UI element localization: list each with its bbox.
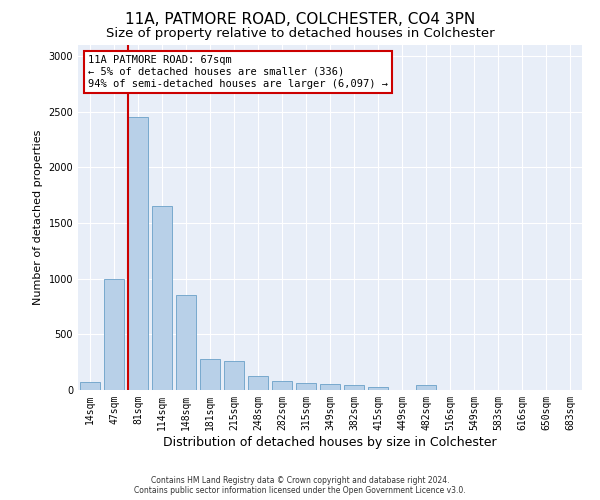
- Text: Contains HM Land Registry data © Crown copyright and database right 2024.
Contai: Contains HM Land Registry data © Crown c…: [134, 476, 466, 495]
- Bar: [320, 384, 340, 390]
- Bar: [80, 382, 100, 390]
- Bar: [248, 376, 268, 390]
- Text: 11A, PATMORE ROAD, COLCHESTER, CO4 3PN: 11A, PATMORE ROAD, COLCHESTER, CO4 3PN: [125, 12, 475, 28]
- Bar: [224, 360, 244, 390]
- Bar: [104, 278, 124, 390]
- Bar: [416, 385, 436, 390]
- Bar: [368, 386, 388, 390]
- Bar: [176, 296, 196, 390]
- Bar: [296, 384, 316, 390]
- Text: 11A PATMORE ROAD: 67sqm
← 5% of detached houses are smaller (336)
94% of semi-de: 11A PATMORE ROAD: 67sqm ← 5% of detached…: [88, 56, 388, 88]
- Bar: [152, 206, 172, 390]
- Bar: [128, 118, 148, 390]
- Bar: [344, 385, 364, 390]
- Y-axis label: Number of detached properties: Number of detached properties: [33, 130, 43, 305]
- Text: Size of property relative to detached houses in Colchester: Size of property relative to detached ho…: [106, 28, 494, 40]
- Bar: [272, 381, 292, 390]
- X-axis label: Distribution of detached houses by size in Colchester: Distribution of detached houses by size …: [163, 436, 497, 448]
- Bar: [200, 360, 220, 390]
